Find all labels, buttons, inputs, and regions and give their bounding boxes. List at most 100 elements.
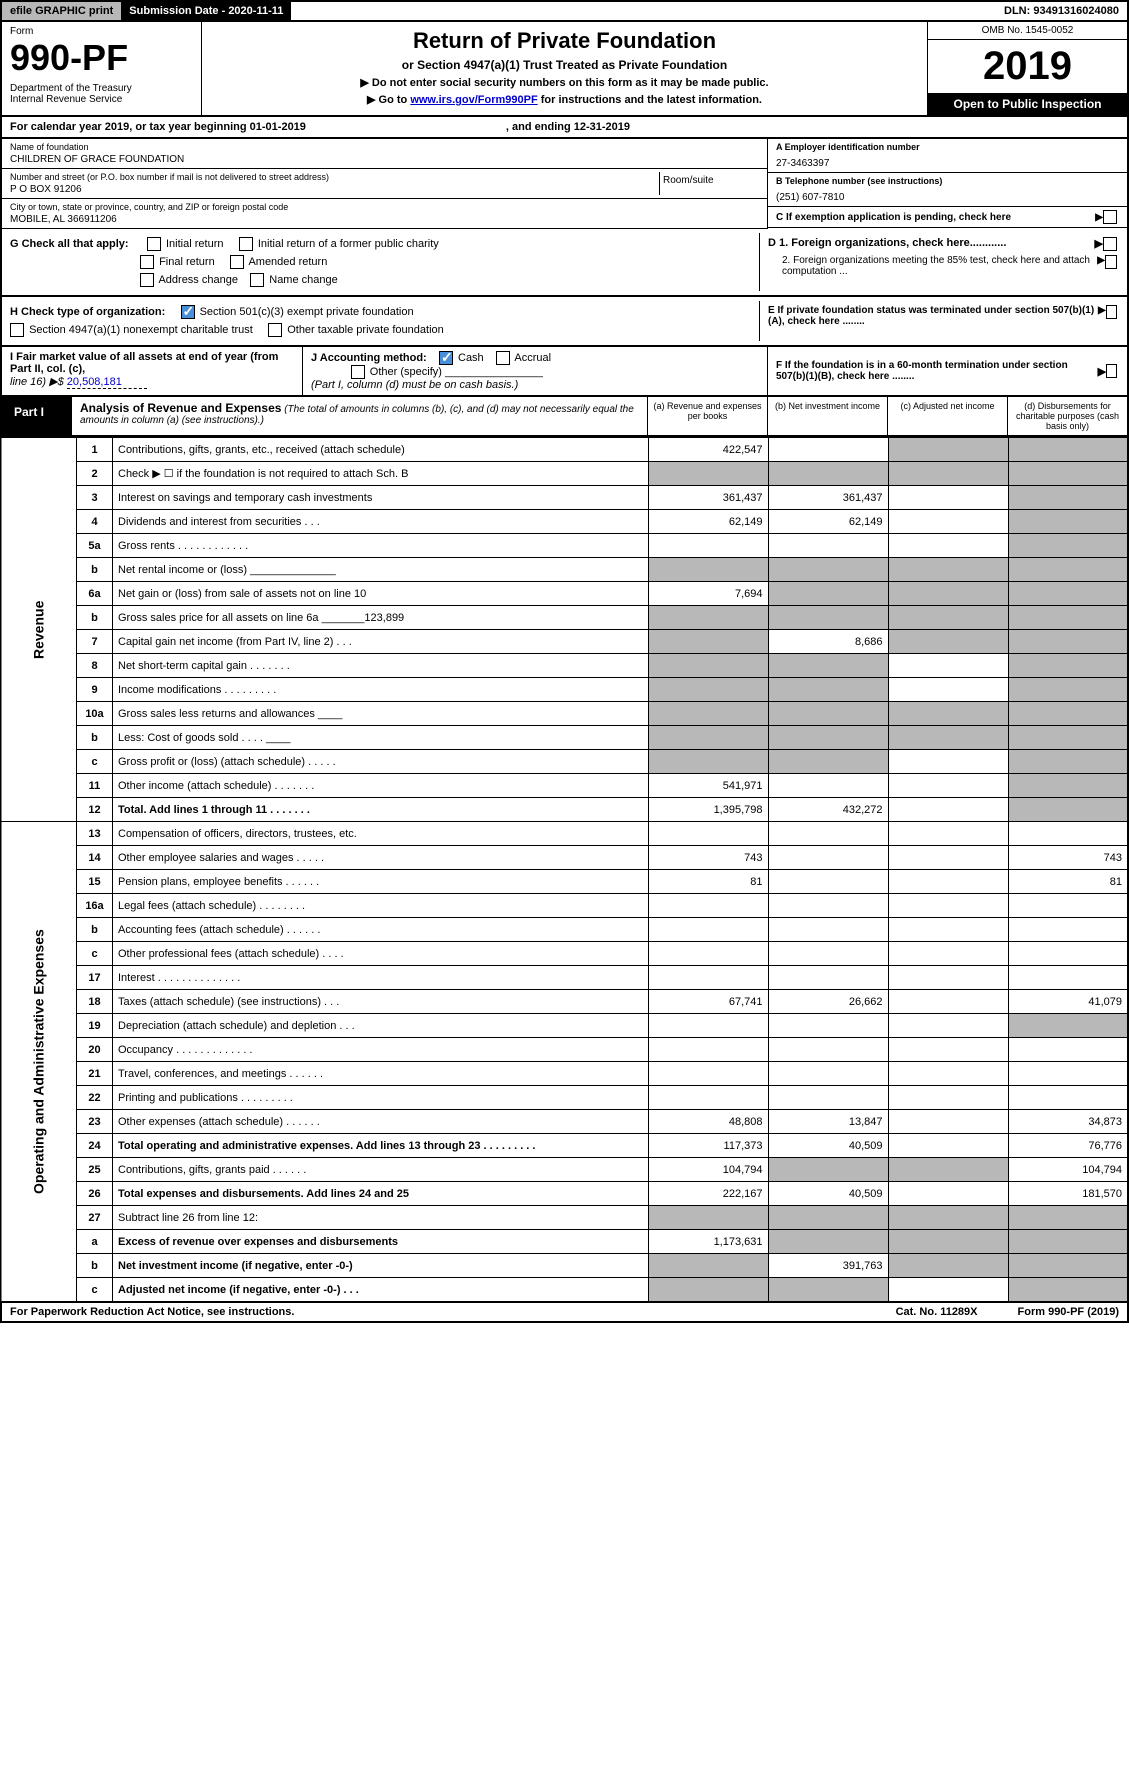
checkbox-name-change[interactable]	[250, 273, 264, 287]
checkbox-other-method[interactable]	[351, 365, 365, 379]
table-cell	[888, 1062, 1008, 1086]
row-number: 12	[77, 798, 113, 822]
checkbox-501c3[interactable]	[181, 305, 195, 319]
table-cell	[648, 558, 768, 582]
table-row: 23Other expenses (attach schedule) . . .…	[1, 1110, 1128, 1134]
checkbox-f[interactable]	[1106, 364, 1117, 378]
table-cell: 181,570	[1008, 1182, 1128, 1206]
checkbox-cash[interactable]	[439, 351, 453, 365]
checkbox-4947[interactable]	[10, 323, 24, 337]
table-cell	[888, 870, 1008, 894]
city-row: City or town, state or province, country…	[2, 199, 767, 229]
row-number: 24	[77, 1134, 113, 1158]
irs-link[interactable]: www.irs.gov/Form990PF	[410, 94, 537, 106]
row-description: Compensation of officers, directors, tru…	[113, 822, 649, 846]
table-row: bNet rental income or (loss) ___________…	[1, 558, 1128, 582]
table-cell	[1008, 1086, 1128, 1110]
table-cell	[888, 558, 1008, 582]
table-row: 24Total operating and administrative exp…	[1, 1134, 1128, 1158]
table-cell	[768, 582, 888, 606]
table-cell: 743	[648, 846, 768, 870]
table-cell	[1008, 918, 1128, 942]
table-cell	[888, 438, 1008, 462]
table-cell	[768, 1278, 888, 1302]
table-cell: 117,373	[648, 1134, 768, 1158]
table-cell	[768, 678, 888, 702]
table-cell: 743	[1008, 846, 1128, 870]
table-cell	[648, 630, 768, 654]
row-number: 10a	[77, 702, 113, 726]
table-cell	[648, 462, 768, 486]
arrow-f: ▶	[1098, 365, 1106, 378]
table-cell	[768, 1206, 888, 1230]
table-cell: 422,547	[648, 438, 768, 462]
form-number: 990-PF	[10, 37, 193, 79]
note2-post: for instructions and the latest informat…	[538, 94, 762, 106]
table-cell	[888, 630, 1008, 654]
efile-button[interactable]: efile GRAPHIC print	[2, 2, 121, 20]
dln: DLN: 93491316024080	[996, 2, 1127, 20]
table-cell	[888, 798, 1008, 822]
checkbox-e[interactable]	[1106, 305, 1117, 319]
row-number: 16a	[77, 894, 113, 918]
opt-other-taxable: Other taxable private foundation	[287, 324, 444, 336]
footer-left: For Paperwork Reduction Act Notice, see …	[10, 1306, 294, 1318]
checkbox-accrual[interactable]	[496, 351, 510, 365]
checkbox-address-change[interactable]	[140, 273, 154, 287]
row-description: Net rental income or (loss) ____________…	[113, 558, 649, 582]
city-label: City or town, state or province, country…	[10, 202, 759, 212]
table-cell	[648, 822, 768, 846]
row-description: Gross sales less returns and allowances …	[113, 702, 649, 726]
table-cell	[1008, 510, 1128, 534]
table-cell	[888, 1278, 1008, 1302]
checkbox-d1[interactable]	[1103, 237, 1117, 251]
row-description: Less: Cost of goods sold . . . . ____	[113, 726, 649, 750]
info-block: Name of foundation CHILDREN OF GRACE FOU…	[0, 139, 1129, 229]
table-cell	[1008, 1206, 1128, 1230]
info-right: A Employer identification number 27-3463…	[767, 139, 1127, 229]
row-description: Check ▶ ☐ if the foundation is not requi…	[113, 462, 649, 486]
table-row: 21Travel, conferences, and meetings . . …	[1, 1062, 1128, 1086]
table-row: cAdjusted net income (if negative, enter…	[1, 1278, 1128, 1302]
section-j: J Accounting method: Cash Accrual Other …	[302, 347, 767, 395]
address: P O BOX 91206	[10, 184, 659, 195]
table-row: 2Check ▶ ☐ if the foundation is not requ…	[1, 462, 1128, 486]
checkbox-final-return[interactable]	[140, 255, 154, 269]
table-row: 27Subtract line 26 from line 12:	[1, 1206, 1128, 1230]
checkbox-initial-return[interactable]	[147, 237, 161, 251]
row-number: 15	[77, 870, 113, 894]
top-bar: efile GRAPHIC print Submission Date - 20…	[0, 0, 1129, 22]
checkbox-initial-former[interactable]	[239, 237, 253, 251]
table-cell	[1008, 894, 1128, 918]
table-cell	[648, 750, 768, 774]
ein-row: A Employer identification number 27-3463…	[768, 139, 1127, 173]
row-description: Total expenses and disbursements. Add li…	[113, 1182, 649, 1206]
table-row: 14Other employee salaries and wages . . …	[1, 846, 1128, 870]
row-number: 22	[77, 1086, 113, 1110]
table-cell	[768, 558, 888, 582]
table-row: 3Interest on savings and temporary cash …	[1, 486, 1128, 510]
table-row: 10aGross sales less returns and allowanc…	[1, 702, 1128, 726]
checkbox-other-taxable[interactable]	[268, 323, 282, 337]
table-cell	[648, 942, 768, 966]
row-number: 11	[77, 774, 113, 798]
table-cell	[1008, 462, 1128, 486]
table-cell: 81	[648, 870, 768, 894]
table-cell	[768, 606, 888, 630]
row-description: Excess of revenue over expenses and disb…	[113, 1230, 649, 1254]
table-cell: 26,662	[768, 990, 888, 1014]
table-cell: 222,167	[648, 1182, 768, 1206]
row-description: Interest on savings and temporary cash i…	[113, 486, 649, 510]
checkbox-amended[interactable]	[230, 255, 244, 269]
table-cell	[888, 534, 1008, 558]
part1-title-cell: Analysis of Revenue and Expenses (The to…	[72, 397, 647, 435]
table-cell: 81	[1008, 870, 1128, 894]
checkbox-c[interactable]	[1103, 210, 1117, 224]
table-cell	[1008, 486, 1128, 510]
table-cell	[768, 846, 888, 870]
table-cell	[768, 702, 888, 726]
checkbox-d2[interactable]	[1105, 255, 1117, 269]
table-cell	[1008, 1230, 1128, 1254]
arrow-d1: ▶	[1095, 237, 1103, 251]
city: MOBILE, AL 366911206	[10, 214, 759, 225]
